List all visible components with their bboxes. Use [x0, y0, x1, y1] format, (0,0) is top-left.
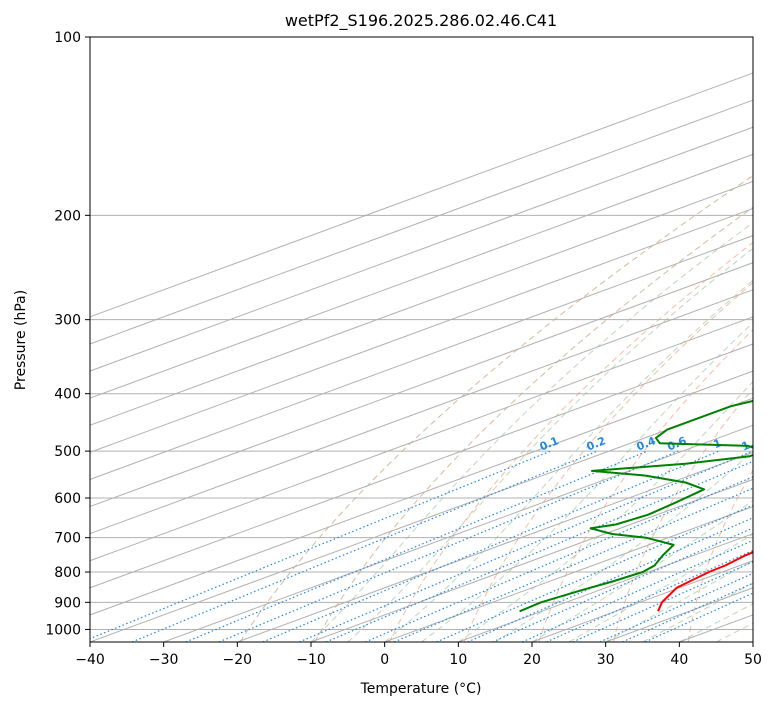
x-tick-label: 30 — [597, 652, 615, 668]
mixing-ratio-line — [492, 451, 775, 642]
mixing-ratio-line — [600, 451, 775, 642]
y-tick-label: 700 — [54, 531, 81, 547]
mixing-ratio-label: 1 — [712, 436, 724, 451]
moist-adiabat-line — [422, 37, 775, 642]
mixing-ratio-line — [263, 451, 719, 642]
y-tick-label: 500 — [54, 444, 81, 460]
x-tick-label: −40 — [75, 652, 105, 668]
dry-adiabat-line — [688, 37, 775, 642]
isotherms — [0, 37, 775, 642]
chart-title: wetPf2_S196.2025.286.02.46.C41 — [285, 11, 557, 31]
y-tick-label: 200 — [54, 208, 81, 224]
moist-adiabat-line — [532, 37, 775, 642]
moist-adiabat-line — [495, 37, 775, 642]
y-tick-label: 100 — [54, 30, 81, 46]
dry-adiabat-line — [240, 37, 775, 642]
x-tick-label: 20 — [523, 652, 541, 668]
isotherm-line — [532, 37, 775, 642]
dry-adiabat-line — [763, 37, 775, 642]
dry-adiabat-line — [539, 37, 775, 642]
mixing-ratio-line — [522, 451, 775, 642]
dry-adiabat-line — [389, 37, 775, 642]
y-tick-label: 1000 — [45, 622, 81, 638]
moist-adiabat-line — [348, 37, 775, 642]
mixing-ratio-line — [468, 451, 775, 642]
skewt-svg: wetPf2_S196.2025.286.02.46.C41 0.1 0.2 0.4… — [0, 0, 775, 708]
x-axis: −40 −30 −20 −10 0 10 20 30 40 50 — [75, 642, 762, 668]
y-tick-label: 300 — [54, 313, 81, 329]
isotherm-line — [90, 37, 775, 642]
y-axis-title: Pressure (hPa) — [13, 290, 29, 390]
isotherm-line — [0, 37, 775, 642]
mixing-ratio-label: 1.5 — [740, 434, 763, 453]
mixing-ratio-label: 2 — [770, 436, 775, 451]
x-tick-label: 40 — [670, 652, 688, 668]
mixing-ratio-line — [186, 451, 648, 642]
temperature-line — [658, 37, 775, 611]
y-tick-label: 800 — [54, 565, 81, 581]
dry-adiabats — [240, 37, 775, 642]
moist-adiabat-line — [643, 37, 775, 642]
x-tick-label: −10 — [296, 652, 326, 668]
x-tick-label: 10 — [449, 652, 467, 668]
x-tick-label: 50 — [744, 652, 762, 668]
y-tick-label: 900 — [54, 595, 81, 611]
y-tick-label: 400 — [54, 387, 81, 403]
x-axis-title: Temperature (°C) — [360, 681, 482, 697]
plot-area: 0.10.20.40.611.52346810131620253036-100-… — [0, 37, 775, 642]
x-tick-label: 0 — [380, 652, 389, 668]
isotherm-line — [753, 37, 775, 642]
x-tick-label: −20 — [223, 652, 253, 668]
isotherm-line — [237, 37, 775, 642]
y-tick-label: 600 — [54, 491, 81, 507]
x-tick-label: −30 — [149, 652, 179, 668]
moist-adiabat-line — [569, 37, 775, 642]
skewt-chart: wetPf2_S196.2025.286.02.46.C41 0.1 0.2 0.4… — [0, 0, 775, 708]
y-axis: 100 200 300 400 500 600 700 800 900 1000 — [45, 30, 90, 638]
